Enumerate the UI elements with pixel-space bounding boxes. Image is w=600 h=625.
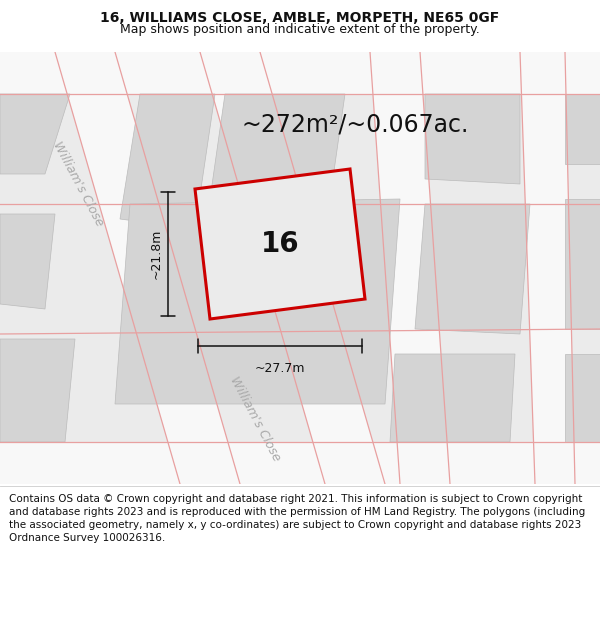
Text: Map shows position and indicative extent of the property.: Map shows position and indicative extent…: [120, 23, 480, 36]
Polygon shape: [370, 52, 450, 484]
Polygon shape: [415, 204, 530, 334]
Text: William's Close: William's Close: [50, 139, 106, 229]
Polygon shape: [565, 94, 600, 164]
Polygon shape: [425, 94, 520, 184]
Polygon shape: [0, 442, 600, 484]
Text: ~21.8m: ~21.8m: [149, 229, 163, 279]
Text: ~272m²/~0.067ac.: ~272m²/~0.067ac.: [241, 112, 469, 136]
Polygon shape: [115, 199, 400, 404]
Polygon shape: [0, 52, 600, 94]
Polygon shape: [0, 214, 55, 309]
Polygon shape: [210, 94, 345, 199]
Text: 16: 16: [260, 230, 299, 258]
Polygon shape: [0, 94, 70, 174]
Polygon shape: [0, 339, 75, 442]
Polygon shape: [120, 94, 215, 229]
Polygon shape: [565, 354, 600, 442]
Polygon shape: [390, 354, 515, 442]
Polygon shape: [565, 199, 600, 329]
Text: Contains OS data © Crown copyright and database right 2021. This information is : Contains OS data © Crown copyright and d…: [9, 494, 585, 544]
Text: 16, WILLIAMS CLOSE, AMBLE, MORPETH, NE65 0GF: 16, WILLIAMS CLOSE, AMBLE, MORPETH, NE65…: [100, 11, 500, 26]
Polygon shape: [200, 52, 385, 484]
Text: ~27.7m: ~27.7m: [255, 362, 305, 375]
Polygon shape: [520, 52, 575, 484]
Polygon shape: [195, 169, 365, 319]
Polygon shape: [55, 52, 240, 484]
Polygon shape: [0, 52, 600, 484]
Text: William's Close: William's Close: [227, 374, 283, 464]
